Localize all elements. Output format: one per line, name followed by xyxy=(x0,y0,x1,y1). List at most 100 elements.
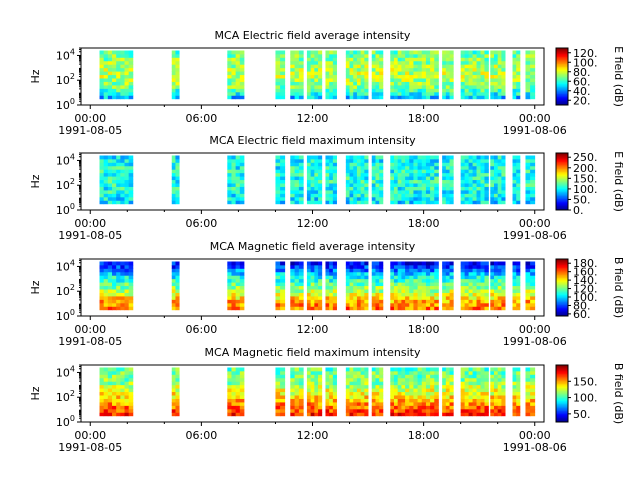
spectrogram-cell xyxy=(280,275,286,280)
spectrogram-cell xyxy=(375,289,380,293)
spectrogram-cell xyxy=(501,391,506,396)
spectrogram-cell xyxy=(360,377,365,382)
spectrogram-cell xyxy=(501,95,506,100)
spectrogram-cell xyxy=(445,179,450,184)
spectrogram-cell xyxy=(525,292,531,297)
spectrogram-cell xyxy=(239,64,245,69)
spectrogram-cell xyxy=(290,268,295,273)
spectrogram-cell xyxy=(379,162,384,167)
spectrogram-cell xyxy=(290,299,295,304)
spectrogram-cell xyxy=(413,405,418,410)
x-date-label: 1991-08-05 xyxy=(58,335,122,348)
colorbar-cell xyxy=(556,52,568,55)
spectrogram-cell xyxy=(421,155,427,160)
spectrogram-cell xyxy=(390,155,395,160)
spectrogram-cell xyxy=(425,268,431,273)
spectrogram-cell xyxy=(397,299,402,304)
spectrogram-cell xyxy=(442,200,447,205)
spectrogram-cell xyxy=(239,88,245,93)
spectrogram-cell xyxy=(275,405,281,410)
spectrogram-cell xyxy=(449,172,454,177)
spectrogram-cell xyxy=(329,190,334,194)
spectrogram-cell xyxy=(401,367,406,372)
spectrogram-cell xyxy=(116,302,121,307)
spectrogram-cell xyxy=(490,299,495,304)
spectrogram-cell xyxy=(360,302,365,307)
spectrogram-cell xyxy=(356,78,362,82)
colorbar-cell xyxy=(556,389,568,392)
spectrogram-cell xyxy=(290,81,295,86)
spectrogram-cell xyxy=(171,271,176,276)
spectrogram-cell xyxy=(306,155,312,160)
spectrogram-cell xyxy=(530,186,536,191)
colorbar-cell xyxy=(556,393,568,396)
spectrogram-cell xyxy=(318,179,323,184)
spectrogram-cell xyxy=(227,398,232,403)
spectrogram-cell xyxy=(516,268,521,273)
spectrogram-cell xyxy=(484,412,489,417)
spectrogram-cell xyxy=(480,50,485,55)
colorbar-cell xyxy=(556,291,568,294)
spectrogram-cell xyxy=(525,64,531,69)
spectrogram-cell xyxy=(390,172,395,177)
spectrogram-cell xyxy=(329,53,334,58)
spectrogram-cell xyxy=(235,158,241,163)
spectrogram-cell xyxy=(360,95,365,100)
spectrogram-cell xyxy=(99,169,105,174)
spectrogram-cell xyxy=(464,60,469,65)
spectrogram-cell xyxy=(275,296,281,300)
colorbar-cell xyxy=(556,404,568,407)
spectrogram-cell xyxy=(413,155,418,160)
spectrogram-cell xyxy=(116,200,121,205)
spectrogram-cell xyxy=(480,64,485,69)
spectrogram-cell xyxy=(128,95,134,100)
spectrogram-cell xyxy=(393,302,399,307)
spectrogram-cell xyxy=(397,367,402,372)
spectrogram-cell xyxy=(171,292,176,297)
spectrogram-cell xyxy=(490,271,495,276)
spectrogram-cell xyxy=(516,377,521,382)
spectrogram-cell xyxy=(494,91,499,96)
spectrogram-cell xyxy=(294,50,300,55)
spectrogram-cell xyxy=(360,388,365,393)
spectrogram-cell xyxy=(512,183,517,187)
spectrogram-cell xyxy=(107,271,113,276)
spectrogram-cell xyxy=(364,169,369,174)
spectrogram-cell xyxy=(345,395,350,399)
spectrogram-cell xyxy=(525,186,531,191)
colorbar-cell xyxy=(556,170,568,172)
spectrogram-cell xyxy=(353,282,358,287)
spectrogram-cell xyxy=(175,91,180,96)
spectrogram-cell xyxy=(375,275,380,280)
spectrogram-cell xyxy=(497,271,502,276)
spectrogram-cell xyxy=(375,186,380,191)
spectrogram-cell xyxy=(468,374,473,379)
spectrogram-cell xyxy=(371,395,376,399)
x-tick-label: 06:00 xyxy=(186,323,218,336)
spectrogram-cell xyxy=(484,289,489,293)
spectrogram-cell xyxy=(512,381,517,386)
spectrogram-cell xyxy=(280,391,286,396)
spectrogram-cell xyxy=(501,388,506,393)
spectrogram-cell xyxy=(516,292,521,297)
spectrogram-cell xyxy=(393,176,399,181)
spectrogram-cell xyxy=(397,162,402,167)
spectrogram-cell xyxy=(120,377,125,382)
spectrogram-cell xyxy=(393,275,399,280)
spectrogram-cell xyxy=(364,370,369,375)
spectrogram-cell xyxy=(409,183,414,187)
spectrogram-cell xyxy=(356,391,362,396)
spectrogram-cell xyxy=(239,398,245,403)
spectrogram-cell xyxy=(401,268,406,273)
spectrogram-cell xyxy=(306,64,312,69)
spectrogram-cell xyxy=(501,53,506,58)
spectrogram-cell xyxy=(275,162,281,167)
spectrogram-cell xyxy=(318,299,323,304)
spectrogram-cell xyxy=(360,186,365,191)
spectrogram-cell xyxy=(442,282,447,287)
x-tick-label: 12:00 xyxy=(297,429,329,442)
spectrogram-cell xyxy=(421,282,427,287)
spectrogram-cell xyxy=(476,179,481,184)
spectrogram-cell xyxy=(490,391,495,396)
spectrogram-cell xyxy=(294,370,300,375)
